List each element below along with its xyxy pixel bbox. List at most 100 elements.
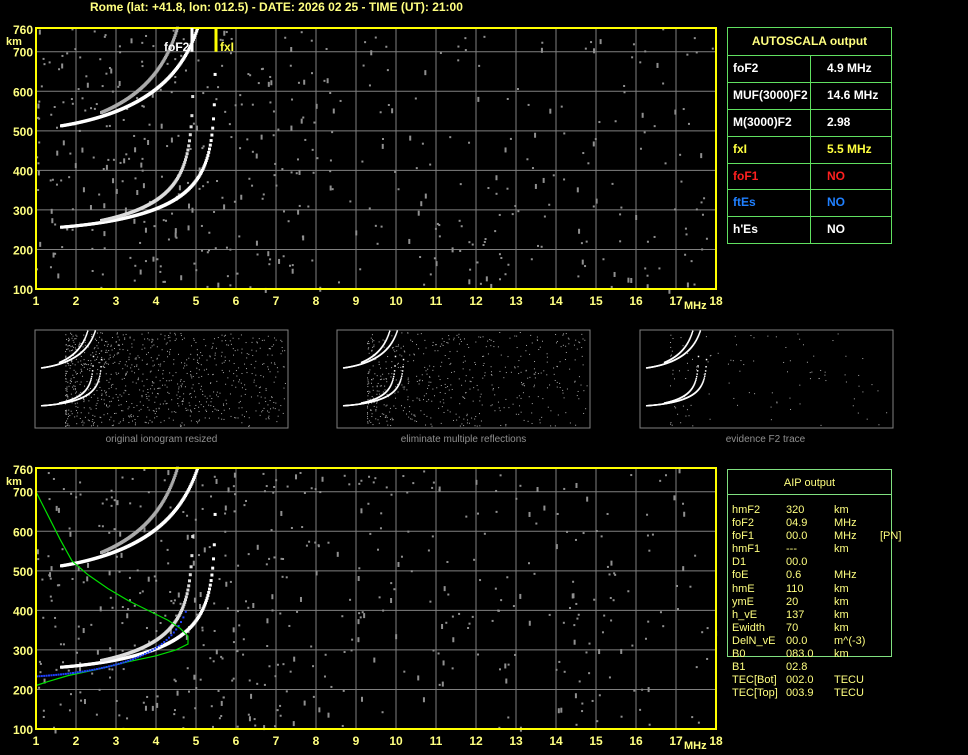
noise-pixel — [432, 341, 434, 343]
noise-pixel — [523, 383, 525, 385]
noise-pixel — [479, 400, 481, 402]
noise-pixel — [526, 344, 528, 346]
noise-pixel — [223, 404, 225, 406]
y-tick-label: 100 — [13, 283, 33, 297]
thumbnail-trace-point — [84, 337, 86, 340]
noise-pixel — [187, 203, 190, 209]
noise-pixel — [187, 225, 190, 231]
echo-trace-point — [166, 491, 170, 495]
noise-pixel — [643, 131, 646, 134]
noise-pixel — [144, 421, 146, 423]
noise-pixel — [180, 275, 183, 281]
echo-trace-point — [212, 103, 216, 107]
noise-pixel — [271, 354, 273, 356]
thumbnail-trace-point — [387, 335, 389, 338]
echo-trace-point — [204, 161, 207, 165]
noise-pixel — [659, 479, 662, 482]
noise-pixel — [177, 592, 180, 598]
noise-pixel — [700, 201, 703, 204]
noise-pixel — [189, 393, 191, 395]
noise-pixel — [178, 405, 180, 407]
noise-pixel — [553, 367, 555, 369]
noise-pixel — [201, 507, 204, 510]
noise-pixel — [573, 344, 575, 346]
noise-pixel — [232, 627, 235, 633]
thumbnail-trace-point — [85, 335, 87, 338]
noise-pixel — [739, 370, 741, 372]
noise-pixel — [670, 354, 672, 356]
noise-pixel — [229, 52, 232, 55]
noise-pixel — [70, 378, 72, 380]
noise-pixel — [387, 104, 390, 107]
echo-trace-point — [188, 486, 191, 490]
noise-pixel — [42, 616, 45, 619]
noise-pixel — [240, 395, 242, 397]
echo-trace-point — [191, 479, 195, 483]
noise-pixel — [67, 423, 69, 425]
noise-pixel — [210, 495, 213, 498]
noise-pixel — [641, 688, 644, 691]
noise-pixel — [275, 376, 277, 378]
noise-pixel — [421, 142, 424, 145]
noise-pixel — [444, 355, 446, 357]
noise-pixel — [137, 379, 139, 381]
noise-pixel — [214, 358, 216, 360]
thumbnail-trace-point — [82, 341, 84, 343]
noise-pixel — [65, 395, 67, 397]
noise-pixel — [684, 253, 687, 256]
noise-pixel — [164, 614, 167, 617]
noise-pixel — [658, 267, 661, 270]
noise-pixel — [261, 339, 263, 341]
noise-pixel — [118, 344, 120, 346]
noise-pixel — [81, 147, 84, 153]
noise-pixel — [149, 419, 151, 421]
fitted-trace-point — [64, 672, 67, 675]
noise-pixel — [139, 505, 142, 508]
noise-pixel — [279, 612, 282, 615]
noise-pixel — [386, 420, 388, 422]
noise-pixel — [463, 355, 465, 357]
noise-pixel — [218, 417, 220, 419]
noise-pixel — [128, 599, 131, 602]
echo-trace-point — [172, 476, 176, 480]
thumbnail-trace-point — [394, 365, 396, 367]
noise-pixel — [449, 363, 451, 365]
noise-pixel — [276, 367, 278, 369]
noise-pixel — [90, 107, 93, 110]
noise-pixel — [479, 413, 481, 415]
noise-pixel — [181, 401, 183, 403]
noise-pixel — [444, 392, 446, 394]
noise-pixel — [288, 624, 291, 627]
noise-pixel — [122, 368, 124, 370]
noise-pixel — [214, 354, 216, 356]
noise-pixel — [174, 58, 177, 61]
noise-pixel — [273, 174, 276, 177]
noise-pixel — [368, 352, 370, 354]
noise-pixel — [73, 341, 75, 343]
noise-pixel — [619, 213, 622, 216]
noise-pixel — [273, 485, 276, 488]
noise-pixel — [268, 557, 271, 560]
noise-pixel — [677, 413, 679, 415]
noise-pixel — [359, 268, 362, 271]
noise-pixel — [38, 100, 41, 103]
thumbnail-trace-point — [91, 373, 93, 375]
thumbnail-trace-point — [93, 333, 95, 336]
noise-pixel — [374, 224, 377, 227]
noise-pixel — [409, 406, 411, 408]
noise-pixel — [484, 238, 487, 241]
noise-pixel — [750, 335, 752, 337]
noise-pixel — [61, 63, 64, 69]
noise-pixel — [170, 137, 173, 143]
noise-pixel — [67, 348, 69, 350]
noise-pixel — [87, 368, 89, 370]
noise-pixel — [397, 366, 399, 368]
noise-pixel — [89, 368, 91, 370]
noise-pixel — [164, 338, 166, 340]
echo-trace-point — [186, 49, 190, 53]
noise-pixel — [70, 410, 72, 412]
noise-pixel — [65, 412, 67, 414]
noise-pixel — [376, 401, 378, 403]
noise-pixel — [675, 407, 677, 409]
noise-pixel — [267, 251, 270, 257]
